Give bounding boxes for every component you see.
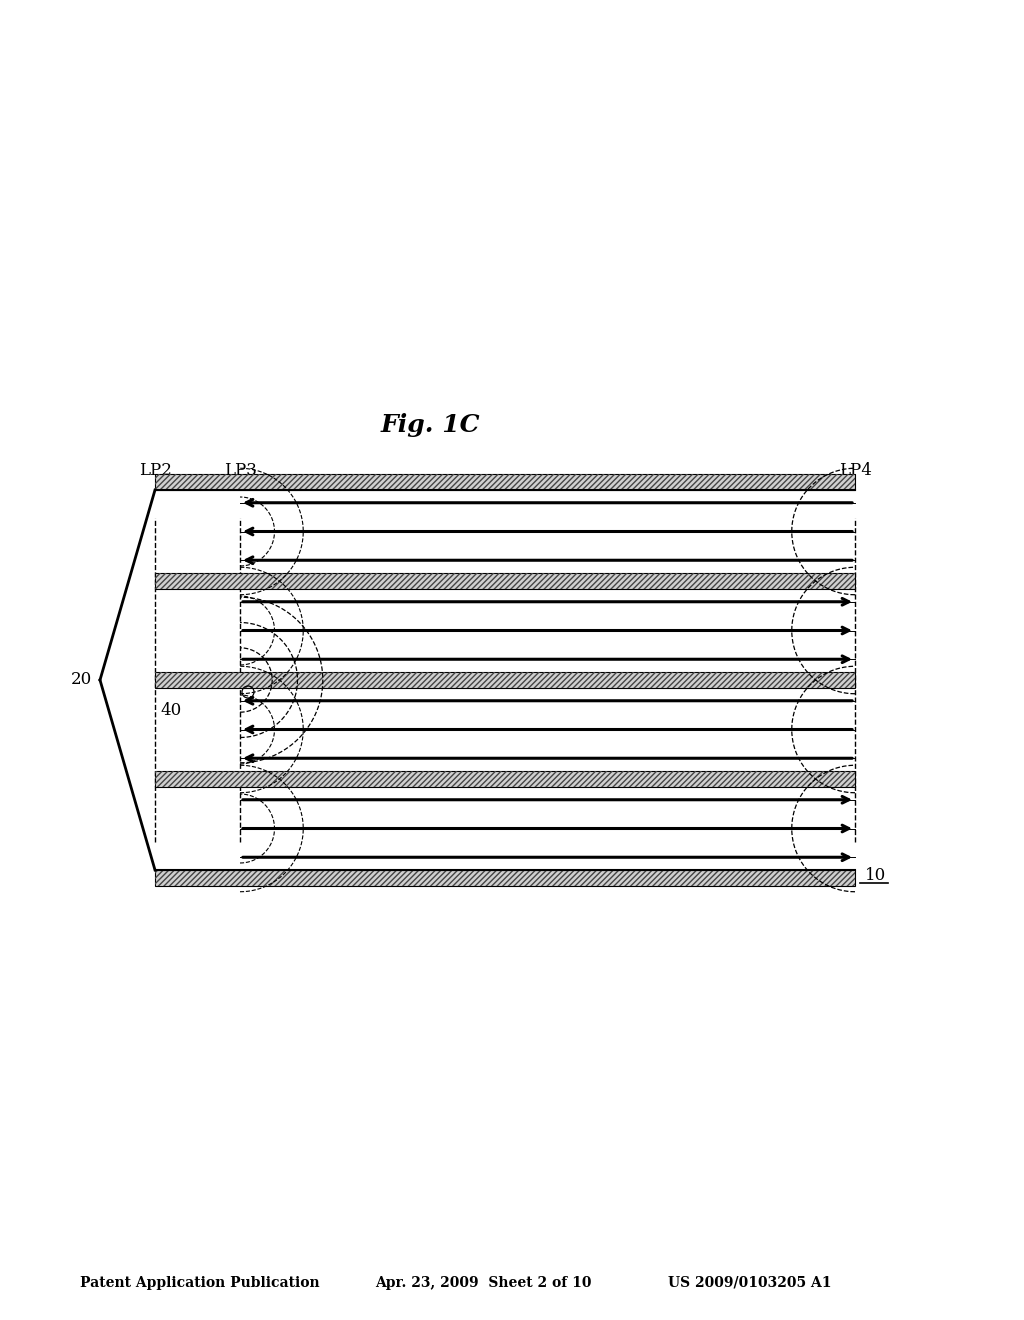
Bar (155, 771, 855, 787)
Bar (155, 870, 855, 886)
Bar (155, 672, 855, 688)
Text: US 2009/0103205 A1: US 2009/0103205 A1 (668, 1276, 831, 1290)
Text: Apr. 23, 2009  Sheet 2 of 10: Apr. 23, 2009 Sheet 2 of 10 (375, 1276, 592, 1290)
Bar (155, 474, 855, 490)
Bar (155, 573, 855, 589)
Text: 10: 10 (865, 866, 886, 883)
Text: Fig. 1C: Fig. 1C (380, 413, 480, 437)
Text: LP3: LP3 (223, 462, 256, 479)
Bar (155, 474, 855, 490)
Bar (155, 870, 855, 886)
Bar (155, 573, 855, 589)
Bar (155, 672, 855, 688)
Bar (155, 771, 855, 787)
Text: 20: 20 (71, 672, 92, 689)
Text: LP4: LP4 (839, 462, 871, 479)
Text: Patent Application Publication: Patent Application Publication (80, 1276, 319, 1290)
Text: 40: 40 (160, 702, 181, 719)
Text: LP2: LP2 (138, 462, 171, 479)
